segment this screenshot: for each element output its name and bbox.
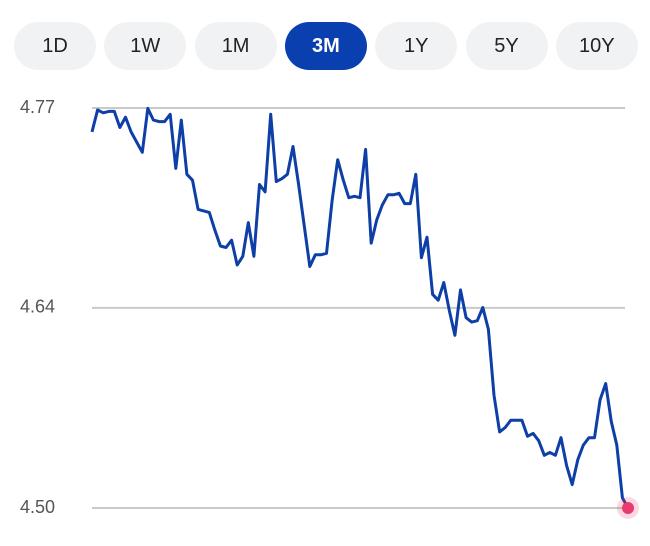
range-tab[interactable]: 1M xyxy=(194,22,277,70)
range-tab[interactable]: 1Y xyxy=(375,22,458,70)
range-tab[interactable]: 10Y xyxy=(555,22,638,70)
range-tab[interactable]: 1W xyxy=(104,22,187,70)
range-tab[interactable]: 1D xyxy=(14,22,96,70)
y-tick-label: 4.77 xyxy=(20,97,55,117)
y-tick-label: 4.64 xyxy=(20,297,55,317)
range-tab[interactable]: 3M xyxy=(284,22,367,70)
range-tab[interactable]: 5Y xyxy=(465,22,548,70)
y-tick-label: 4.50 xyxy=(20,497,55,517)
end-dot xyxy=(622,502,634,514)
price-line xyxy=(90,106,630,509)
